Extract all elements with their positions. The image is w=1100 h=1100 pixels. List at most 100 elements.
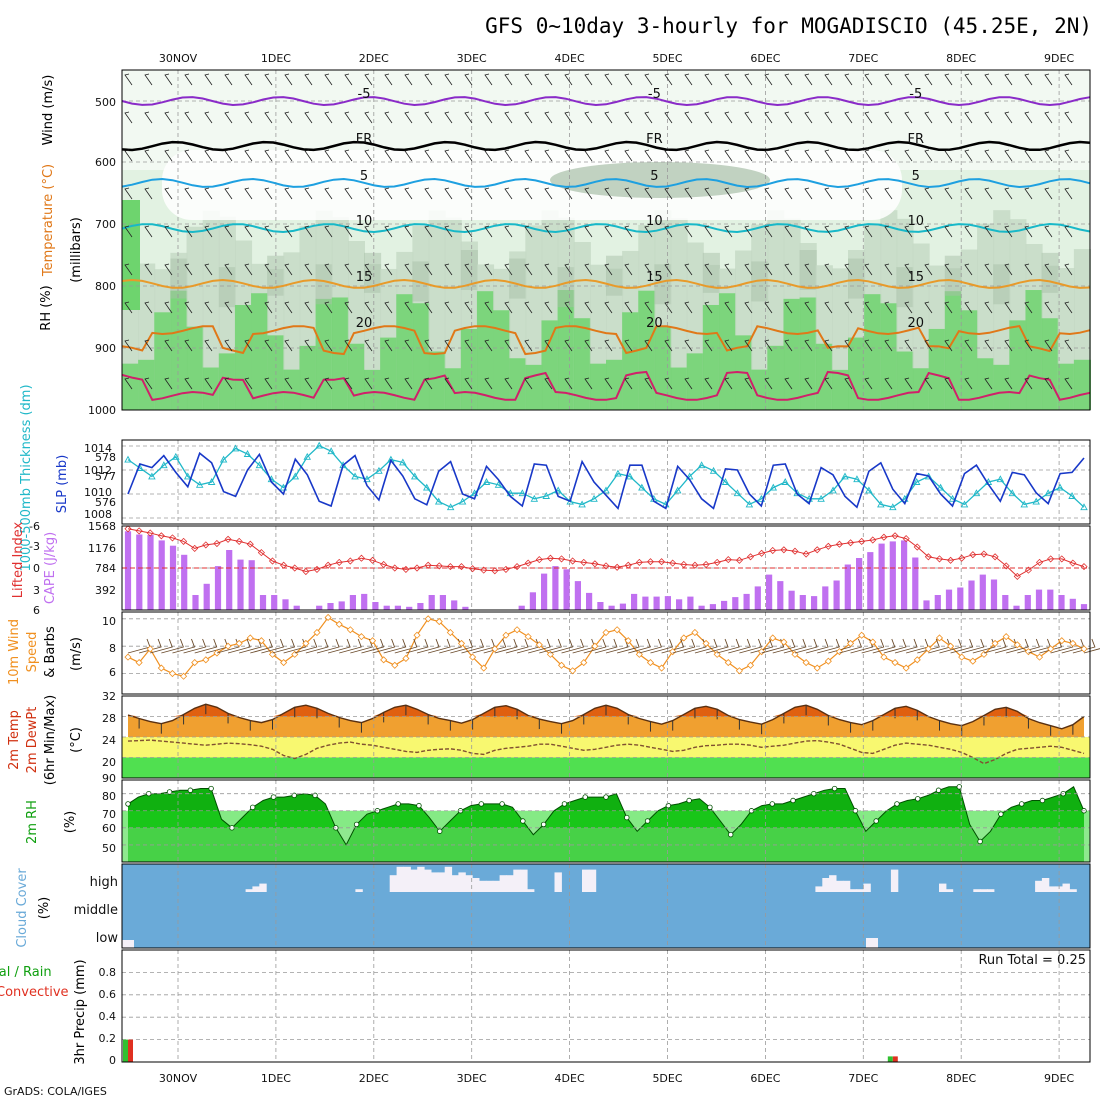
wind-barb xyxy=(1064,73,1073,86)
wind-speed-point xyxy=(124,653,132,661)
wind-barb xyxy=(604,187,613,200)
li-point xyxy=(457,563,466,571)
wind-barb-10m xyxy=(705,638,729,654)
rh2m-point xyxy=(790,797,796,804)
isotherm-label: FR xyxy=(646,132,663,147)
cape-bar xyxy=(259,595,267,610)
wind-barb xyxy=(924,339,933,352)
wind-barb xyxy=(1004,111,1013,124)
cloud-high-bar xyxy=(437,872,446,892)
wind-barb xyxy=(1004,73,1013,86)
wind-speed-point xyxy=(746,661,755,669)
wind-barb xyxy=(804,263,813,276)
isotherm-line xyxy=(121,177,1091,189)
cape-bar xyxy=(653,596,660,610)
wind-speed-point xyxy=(491,645,499,653)
ylabel-millibars: (millibars) xyxy=(69,217,84,283)
wind-barb xyxy=(724,339,733,352)
wind-barb xyxy=(224,301,233,314)
wind-barb xyxy=(1024,263,1033,276)
wind-barb-10m xyxy=(839,638,863,654)
wind-barb xyxy=(564,301,573,314)
wind-barb xyxy=(404,73,413,86)
wind-barb-10m xyxy=(272,638,296,654)
pressure-tick: 600 xyxy=(95,156,116,169)
temp2m-panel: 32 28 24 20 90 xyxy=(102,690,1091,785)
li-point xyxy=(813,546,821,554)
thickness-point xyxy=(602,486,610,494)
ylabel-thickness: 1000-500mb Thickness (dm) xyxy=(19,384,34,571)
wind-barb xyxy=(704,149,713,162)
wind-barb xyxy=(204,149,213,162)
wind-barb xyxy=(804,187,813,200)
wind-barb-10m xyxy=(772,638,796,654)
wind-barb xyxy=(984,339,993,352)
rh-band-green xyxy=(234,304,253,410)
cape-bar xyxy=(631,593,638,610)
cloud-high-bar xyxy=(980,889,988,892)
cloud-high-bar xyxy=(1041,878,1050,892)
cape-bar xyxy=(271,595,278,610)
wind-barb-10m xyxy=(372,638,396,654)
rh-band-green xyxy=(944,291,962,410)
thickness-tick: 576 xyxy=(95,496,116,509)
cape-bar xyxy=(147,535,154,610)
wind-barb xyxy=(684,149,693,162)
wind-barb xyxy=(984,187,993,200)
wind-barb xyxy=(424,73,433,86)
wind-barb xyxy=(1004,339,1013,352)
wind-barb xyxy=(344,339,353,352)
wind-barb xyxy=(1044,73,1053,86)
wind-barb-10m xyxy=(550,638,574,654)
precip-tick: 0.6 xyxy=(99,988,117,1001)
wind-barb xyxy=(924,187,933,200)
rh-band-green xyxy=(428,351,446,410)
wind-barb xyxy=(604,339,613,352)
wind-barb xyxy=(824,301,833,314)
wind-barb xyxy=(624,149,633,162)
cape-bar xyxy=(889,541,896,610)
precip-tick: 0.8 xyxy=(99,966,117,979)
wind-barb xyxy=(264,263,273,276)
rh-band-green xyxy=(751,369,769,410)
wind-barb xyxy=(364,225,373,238)
rh-band-mid xyxy=(993,210,1011,410)
li-point xyxy=(213,539,221,548)
wind-barb xyxy=(304,73,313,86)
date-label-top: 5DEC xyxy=(652,52,682,65)
wind-barb xyxy=(864,111,873,124)
date-label-bottom: 3DEC xyxy=(457,1072,487,1085)
wind-barb xyxy=(644,339,653,352)
wind-speed-point xyxy=(402,654,410,663)
temp-frame xyxy=(121,695,1091,779)
wind-barb xyxy=(964,377,973,390)
wind-barb-10m xyxy=(972,638,996,654)
wind-speed-point xyxy=(157,664,165,672)
date-label-top: 9DEC xyxy=(1044,52,1074,65)
wind-barb xyxy=(844,111,853,124)
thickness-point xyxy=(697,461,706,469)
wind-barb xyxy=(224,187,233,200)
wind-barb xyxy=(1024,73,1033,86)
li-point xyxy=(280,561,288,569)
isotherm-label: 20 xyxy=(907,316,924,331)
rh2m-point xyxy=(665,802,672,809)
wind-barb xyxy=(224,73,233,86)
cloud-high-bar xyxy=(1069,889,1077,892)
li-point xyxy=(313,565,321,573)
cape-bar xyxy=(856,558,863,610)
wind-barb xyxy=(524,149,533,162)
wind-barb xyxy=(684,339,693,352)
wind-barb xyxy=(424,187,433,200)
wind-barb xyxy=(204,73,213,86)
wind-barb xyxy=(124,111,133,124)
wind-barb xyxy=(404,301,413,314)
wind-barb xyxy=(984,301,993,314)
wind-speed-point xyxy=(191,659,199,667)
wind-barb xyxy=(264,377,273,390)
cloud-high-bar xyxy=(245,889,253,892)
wind-barb xyxy=(804,149,813,162)
wind-barb xyxy=(544,225,553,238)
thickness-point xyxy=(626,472,634,480)
cape-bar xyxy=(822,586,829,610)
